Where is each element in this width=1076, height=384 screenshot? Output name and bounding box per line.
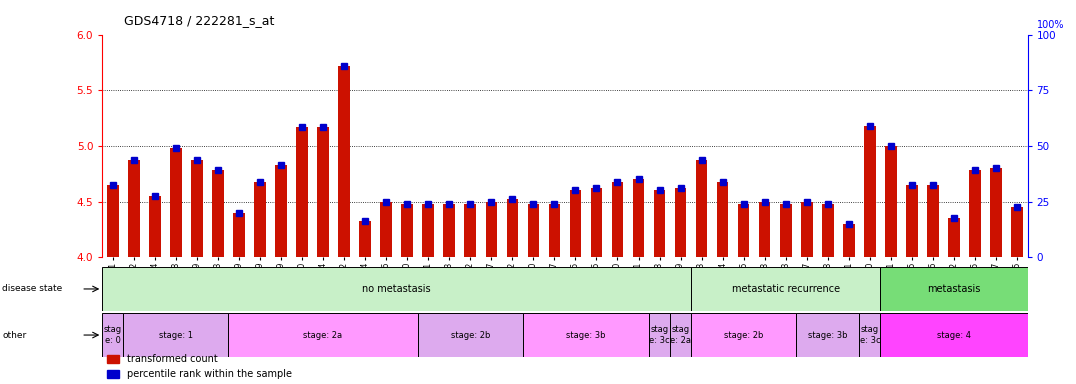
Bar — [148, 196, 160, 257]
Bar — [649, 313, 670, 357]
Bar — [228, 313, 417, 357]
Bar — [507, 199, 519, 257]
Text: metastasis: metastasis — [928, 284, 980, 294]
Bar — [691, 313, 796, 357]
Bar — [886, 146, 896, 257]
Text: stag
e: 2a: stag e: 2a — [670, 325, 691, 345]
Bar — [675, 188, 686, 257]
Bar — [948, 218, 960, 257]
Bar — [864, 126, 876, 257]
Bar — [738, 204, 750, 257]
Bar — [822, 204, 834, 257]
Bar — [254, 182, 266, 257]
Bar — [880, 267, 1028, 311]
Bar — [124, 313, 228, 357]
Text: metastatic recurrence: metastatic recurrence — [732, 284, 839, 294]
Bar — [417, 313, 523, 357]
Bar — [443, 204, 455, 257]
Bar — [796, 313, 860, 357]
Text: no metastasis: no metastasis — [363, 284, 431, 294]
Bar — [860, 313, 880, 357]
Bar — [170, 148, 182, 257]
Bar — [691, 267, 880, 311]
Bar — [569, 190, 581, 257]
Bar — [696, 161, 707, 257]
Bar — [523, 313, 649, 357]
Text: stag
e: 3c: stag e: 3c — [860, 325, 880, 345]
Text: stage: 2b: stage: 2b — [724, 331, 763, 339]
Bar — [275, 165, 287, 257]
Text: other: other — [2, 331, 27, 339]
Bar — [359, 220, 371, 257]
Text: GDS4718 / 222281_s_at: GDS4718 / 222281_s_at — [124, 14, 274, 27]
Bar — [102, 313, 124, 357]
Bar — [591, 188, 603, 257]
Text: stage: 3b: stage: 3b — [566, 331, 606, 339]
Bar — [759, 202, 770, 257]
Bar — [233, 213, 244, 257]
Bar — [1011, 207, 1023, 257]
Legend: transformed count, percentile rank within the sample: transformed count, percentile rank withi… — [108, 354, 292, 379]
Text: 100%: 100% — [1037, 20, 1064, 30]
Text: stage: 3b: stage: 3b — [808, 331, 848, 339]
Text: stage: 1: stage: 1 — [159, 331, 193, 339]
Bar — [843, 224, 854, 257]
Text: stage: 4: stage: 4 — [937, 331, 971, 339]
Bar — [128, 161, 140, 257]
Bar — [549, 204, 561, 257]
Bar — [670, 313, 691, 357]
Text: stag
e: 0: stag e: 0 — [103, 325, 122, 345]
Bar — [611, 182, 623, 257]
Bar — [296, 127, 308, 257]
Bar — [102, 267, 691, 311]
Bar — [380, 202, 392, 257]
Bar — [485, 202, 497, 257]
Bar — [990, 168, 1002, 257]
Text: stage: 2b: stage: 2b — [451, 331, 490, 339]
Bar — [780, 204, 792, 257]
Bar — [969, 170, 981, 257]
Bar — [401, 204, 413, 257]
Bar — [801, 202, 812, 257]
Bar — [633, 179, 645, 257]
Bar — [928, 185, 938, 257]
Bar — [212, 170, 224, 257]
Text: stage: 2a: stage: 2a — [303, 331, 342, 339]
Bar — [654, 190, 665, 257]
Bar — [423, 204, 434, 257]
Bar — [317, 127, 329, 257]
Text: disease state: disease state — [2, 285, 62, 293]
Text: stag
e: 3c: stag e: 3c — [649, 325, 670, 345]
Bar — [107, 185, 118, 257]
Bar — [527, 204, 539, 257]
Bar — [192, 161, 202, 257]
Bar — [880, 313, 1028, 357]
Bar — [338, 66, 350, 257]
Bar — [717, 182, 728, 257]
Bar — [465, 204, 476, 257]
Bar — [906, 185, 918, 257]
